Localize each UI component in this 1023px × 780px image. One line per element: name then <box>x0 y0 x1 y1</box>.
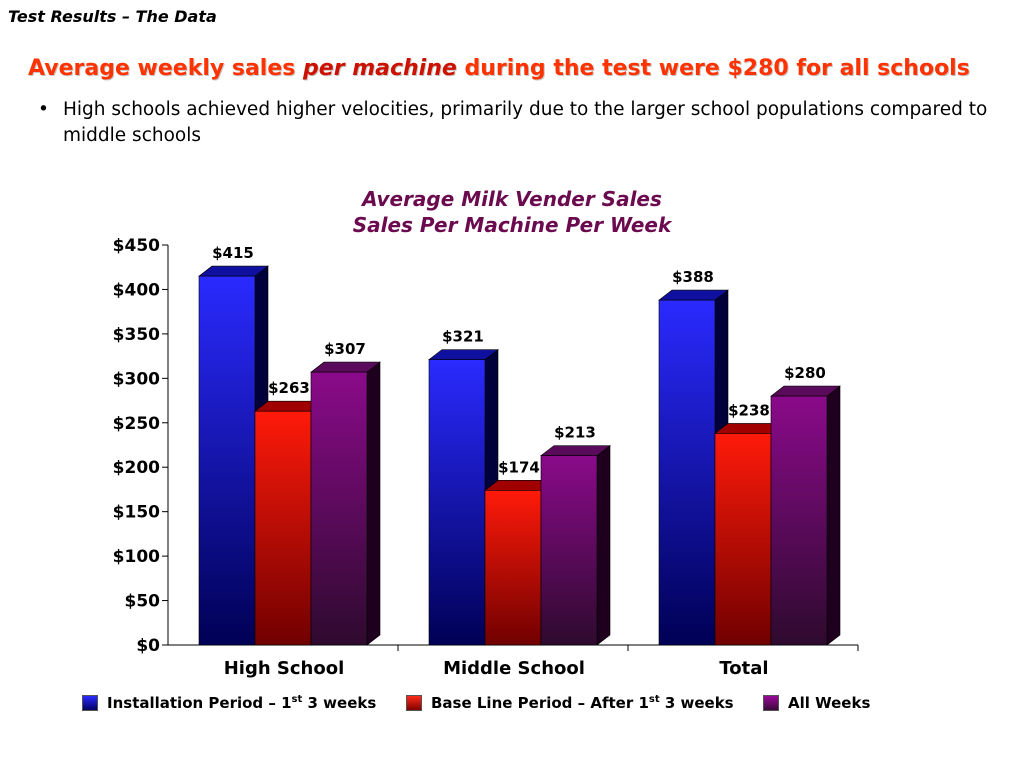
y-tick-label: $100 <box>113 547 160 567</box>
chart-title: Average Milk Vender Sales <box>362 187 662 211</box>
x-tick-label: Middle School <box>443 658 585 679</box>
data-label: $280 <box>784 364 826 382</box>
bar-side <box>366 361 381 646</box>
data-label: $238 <box>728 401 770 419</box>
bullet-text: High schools achieved higher velocities,… <box>63 99 988 146</box>
data-label: $307 <box>324 340 366 358</box>
slide-label: Test Results – The Data <box>8 7 217 26</box>
bar <box>540 445 611 646</box>
headline-part1: Average weekly sales <box>28 56 304 81</box>
bar-front <box>714 433 772 646</box>
legend-label-installation: Installation Period – 1st 3 weeks <box>107 694 377 712</box>
x-tick-label: Total <box>719 658 768 679</box>
bar-front <box>310 371 368 646</box>
x-tick-label: High School <box>224 658 345 679</box>
data-label: $174 <box>498 458 540 476</box>
legend-label-all-weeks: All Weeks <box>788 694 871 712</box>
headline: Average weekly sales per machine during … <box>28 56 970 81</box>
bar <box>770 385 841 646</box>
bar-front <box>658 299 716 646</box>
chart-subtitle: Sales Per Machine Per Week <box>352 213 672 237</box>
data-label: $213 <box>554 424 596 442</box>
y-tick-label: $450 <box>113 236 160 256</box>
data-label: $388 <box>672 268 714 286</box>
y-tick-label: $300 <box>113 369 160 389</box>
legend-swatch-installation <box>82 695 98 711</box>
bar-front <box>484 490 542 646</box>
y-tick-label: $200 <box>113 458 160 478</box>
legend-item-installation: Installation Period – 1st 3 weeks <box>82 694 376 712</box>
bar-front <box>540 455 598 646</box>
legend-item-baseline: Base Line Period – After 1st 3 weeks <box>406 694 734 712</box>
bar-front <box>254 410 312 646</box>
data-label: $263 <box>268 379 310 397</box>
y-tick-label: $0 <box>136 636 160 656</box>
y-tick-label: $400 <box>113 280 160 300</box>
legend-item-all-weeks: All Weeks <box>763 694 870 712</box>
legend-swatch-all-weeks <box>763 695 779 711</box>
bar-front <box>770 395 828 646</box>
bar-side <box>596 445 611 646</box>
data-label: $415 <box>212 244 254 262</box>
bar-front <box>428 359 486 646</box>
bullet-icon: • <box>38 99 49 120</box>
bullet-point: • High schools achieved higher velocitie… <box>38 97 1013 149</box>
bar-side <box>826 385 841 646</box>
y-tick-label: $150 <box>113 503 160 523</box>
y-tick-label: $350 <box>113 325 160 345</box>
headline-emphasis: per machine <box>303 56 457 81</box>
bar-front <box>198 275 256 646</box>
data-label: $321 <box>442 328 484 346</box>
bar <box>310 361 381 646</box>
legend-label-baseline: Base Line Period – After 1st 3 weeks <box>431 694 734 712</box>
y-tick-label: $250 <box>113 414 160 434</box>
headline-part2: during the test were $280 for all school… <box>456 56 970 81</box>
legend-swatch-baseline <box>406 695 422 711</box>
y-tick-label: $50 <box>125 592 161 612</box>
